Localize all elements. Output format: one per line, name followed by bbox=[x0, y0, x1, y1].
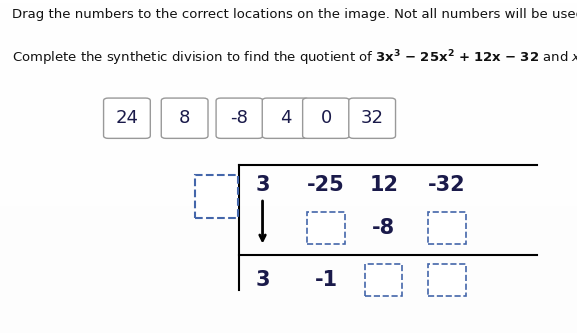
Text: -32: -32 bbox=[428, 175, 466, 195]
FancyBboxPatch shape bbox=[216, 98, 263, 139]
Text: 24: 24 bbox=[115, 109, 138, 127]
FancyBboxPatch shape bbox=[349, 98, 396, 139]
Text: -8: -8 bbox=[231, 109, 248, 127]
FancyBboxPatch shape bbox=[161, 98, 208, 139]
FancyBboxPatch shape bbox=[104, 98, 150, 139]
FancyBboxPatch shape bbox=[302, 98, 349, 139]
FancyBboxPatch shape bbox=[365, 264, 402, 296]
Text: -8: -8 bbox=[372, 218, 395, 238]
FancyBboxPatch shape bbox=[307, 212, 344, 244]
Text: Complete the synthetic division to find the quotient of $\mathbf{3x^3}$ $\mathbf: Complete the synthetic division to find … bbox=[12, 48, 577, 68]
Text: 8: 8 bbox=[179, 109, 190, 127]
FancyBboxPatch shape bbox=[195, 175, 238, 218]
Text: Drag the numbers to the correct locations on the image. Not all numbers will be : Drag the numbers to the correct location… bbox=[12, 8, 577, 21]
FancyBboxPatch shape bbox=[262, 98, 309, 139]
Text: -1: -1 bbox=[314, 270, 338, 290]
Text: 3: 3 bbox=[255, 175, 270, 195]
Text: 3: 3 bbox=[255, 270, 270, 290]
Text: 4: 4 bbox=[280, 109, 291, 127]
FancyBboxPatch shape bbox=[428, 264, 466, 296]
Text: 0: 0 bbox=[320, 109, 332, 127]
Text: 32: 32 bbox=[361, 109, 384, 127]
FancyBboxPatch shape bbox=[428, 212, 466, 244]
Text: -25: -25 bbox=[307, 175, 345, 195]
Text: 12: 12 bbox=[369, 175, 398, 195]
